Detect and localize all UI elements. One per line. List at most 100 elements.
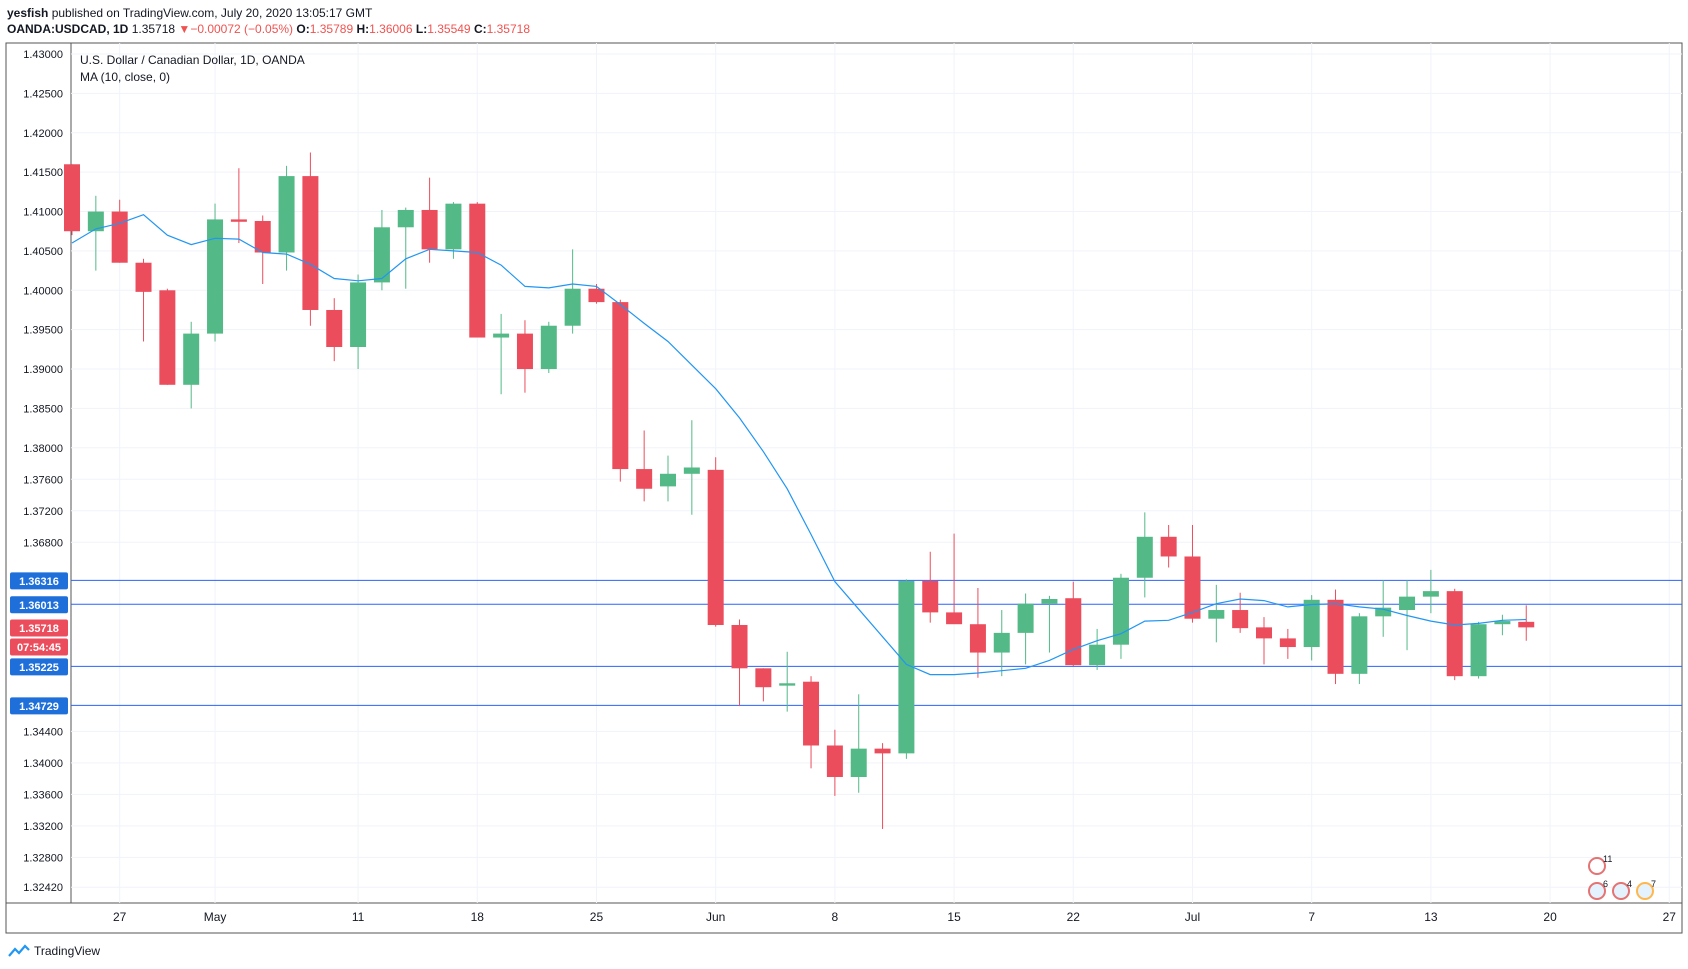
x-tick-label: 25 bbox=[590, 910, 604, 924]
countdown-label: 07:54:45 bbox=[17, 642, 61, 654]
candle-body bbox=[660, 473, 676, 487]
publisher-name[interactable]: yesfish bbox=[7, 6, 49, 20]
candle-body bbox=[1303, 599, 1320, 648]
chart-frame bbox=[5, 42, 1683, 934]
candle-body bbox=[1089, 644, 1106, 666]
candle-body bbox=[636, 469, 653, 489]
candle-body bbox=[135, 262, 152, 292]
candle-body bbox=[612, 302, 629, 470]
flag-icon-ca[interactable] bbox=[1588, 857, 1606, 875]
legend-indicator: MA (10, close, 0) bbox=[80, 70, 170, 84]
x-tick-label: 20 bbox=[1543, 910, 1557, 924]
candle-body bbox=[826, 745, 843, 777]
change-down-icon: ▼ bbox=[178, 22, 191, 36]
y-tick-label: 1.38000 bbox=[23, 443, 63, 455]
price-labels: 1.36316 1.36013 1.35225 1.34729 1.35718 07:54… bbox=[10, 572, 68, 715]
y-tick-label: 1.32420 bbox=[23, 882, 63, 894]
flag-icon-us-2[interactable] bbox=[1612, 882, 1630, 900]
candle-body bbox=[397, 209, 414, 228]
low-label: L: bbox=[415, 22, 428, 36]
candle-body bbox=[1136, 536, 1153, 578]
candle-body bbox=[350, 282, 367, 347]
y-tick-label: 1.32800 bbox=[23, 852, 63, 864]
last-price-value: 1.35718 bbox=[131, 22, 176, 36]
ohlc-header: OANDA:USDCAD, 1D 1.35718 ▼−0.00072 (−0.0… bbox=[7, 22, 530, 36]
footer: TradingView bbox=[8, 944, 100, 958]
candle-body bbox=[421, 209, 438, 250]
level-price-label: 1.35225 bbox=[19, 662, 59, 674]
events-count-b: 4 bbox=[1627, 879, 1632, 889]
high-value: 1.36006 bbox=[369, 22, 413, 36]
published-text: published on TradingView.com, July 20, 2… bbox=[51, 6, 373, 20]
events-count-top: 11 bbox=[1603, 854, 1612, 864]
candle-body bbox=[564, 288, 581, 326]
candle-body bbox=[1279, 638, 1296, 648]
candle-body bbox=[1065, 598, 1082, 666]
candle-body bbox=[707, 469, 724, 625]
level-price-label-box bbox=[10, 596, 68, 614]
level-price-label: 1.34729 bbox=[19, 701, 59, 713]
candle-body bbox=[1160, 536, 1177, 557]
brand-name[interactable]: TradingView bbox=[34, 944, 101, 958]
x-tick-label: 7 bbox=[1308, 910, 1315, 924]
y-tick-label: 1.43000 bbox=[23, 49, 63, 61]
flag-icon-us-3[interactable] bbox=[1636, 882, 1654, 900]
candle-body bbox=[1112, 577, 1129, 645]
y-tick-label: 1.39000 bbox=[23, 364, 63, 376]
candle-body bbox=[326, 309, 343, 347]
candle-body bbox=[373, 227, 390, 283]
grid bbox=[71, 43, 1682, 903]
candle-body bbox=[278, 176, 295, 253]
ma-line bbox=[71, 214, 1527, 676]
y-tick-label: 1.39500 bbox=[23, 325, 63, 337]
candle-body bbox=[302, 176, 319, 310]
y-tick-label: 1.41000 bbox=[23, 207, 63, 219]
price-axis: 1.43000 1.42500 1.42000 1.41500 1.41000 1.405… bbox=[23, 49, 63, 894]
candle-body bbox=[993, 632, 1010, 653]
close-label: C: bbox=[473, 22, 487, 36]
candle-body bbox=[779, 683, 796, 686]
flag-icon-us-1[interactable] bbox=[1588, 882, 1606, 900]
candle-body bbox=[87, 211, 104, 232]
x-tick-label: 27 bbox=[113, 910, 127, 924]
candle-body bbox=[64, 164, 80, 232]
x-tick-label: 27 bbox=[1663, 910, 1677, 924]
candle-body bbox=[1446, 591, 1463, 677]
y-tick-label: 1.33600 bbox=[23, 789, 63, 801]
y-tick-label: 1.34400 bbox=[23, 726, 63, 738]
candles bbox=[64, 152, 1535, 829]
candle-body bbox=[469, 203, 486, 338]
candle-body bbox=[946, 612, 963, 625]
candle-body bbox=[1422, 591, 1439, 597]
candle-body bbox=[159, 290, 176, 385]
x-tick-label: 11 bbox=[352, 910, 365, 924]
y-tick-label: 1.33200 bbox=[23, 821, 63, 833]
x-tick-label: 22 bbox=[1067, 910, 1081, 924]
y-tick-label: 1.37600 bbox=[23, 474, 63, 486]
candle-body bbox=[445, 203, 462, 250]
open-label: O: bbox=[296, 22, 310, 36]
candle-body bbox=[540, 325, 557, 370]
candle-body bbox=[493, 333, 510, 338]
countdown-label-box bbox=[10, 638, 68, 656]
candle-body bbox=[1494, 621, 1511, 625]
x-tick-label: Jul bbox=[1185, 910, 1200, 924]
symbol-label: OANDA:USDCAD, 1D bbox=[7, 22, 129, 36]
open-value: 1.35789 bbox=[309, 22, 354, 36]
candle-body bbox=[683, 467, 700, 474]
candle-body bbox=[755, 668, 772, 688]
y-tick-label: 1.40000 bbox=[23, 285, 63, 297]
candle-body bbox=[850, 748, 867, 777]
events-badges[interactable]: 11 6 4 7 bbox=[1588, 854, 1656, 900]
events-count-a: 6 bbox=[1603, 879, 1608, 889]
candle-body bbox=[898, 580, 915, 754]
candle-body bbox=[1208, 610, 1225, 619]
y-tick-label: 1.42000 bbox=[23, 128, 63, 140]
candle-body bbox=[1375, 607, 1392, 617]
candle-body bbox=[1518, 621, 1535, 628]
candle-body bbox=[1399, 596, 1416, 611]
x-tick-label: Jun bbox=[706, 910, 725, 924]
close-value: 1.35718 bbox=[486, 22, 531, 36]
candle-body bbox=[731, 624, 748, 669]
